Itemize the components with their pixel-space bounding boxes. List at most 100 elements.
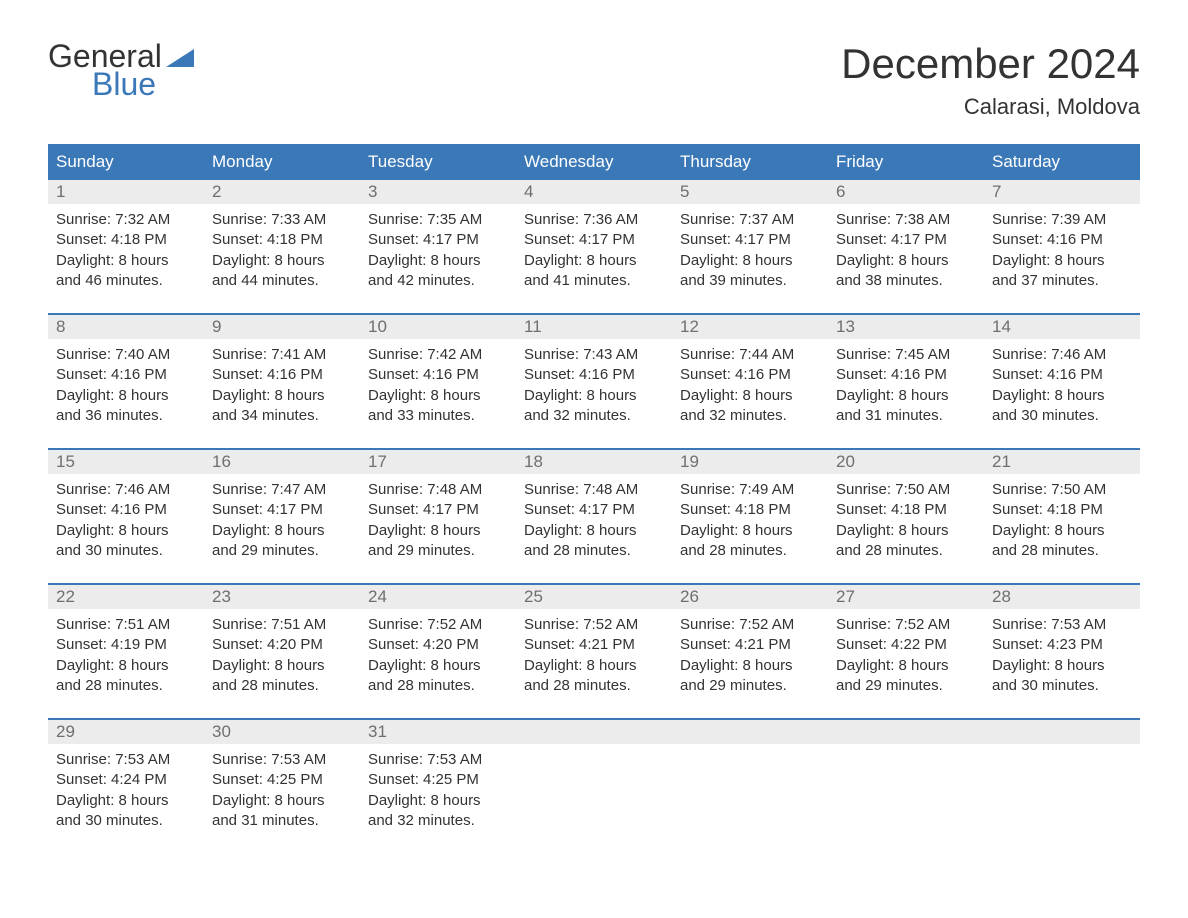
daylight-line1: Daylight: 8 hours bbox=[212, 521, 352, 541]
calendar-day: 25Sunrise: 7:52 AMSunset: 4:21 PMDayligh… bbox=[516, 585, 672, 700]
sunrise-text: Sunrise: 7:46 AM bbox=[992, 345, 1132, 365]
calendar-day: 1Sunrise: 7:32 AMSunset: 4:18 PMDaylight… bbox=[48, 180, 204, 295]
sunrise-text: Sunrise: 7:53 AM bbox=[56, 750, 196, 770]
sunrise-text: Sunrise: 7:52 AM bbox=[680, 615, 820, 635]
day-details: Sunrise: 7:53 AMSunset: 4:24 PMDaylight:… bbox=[48, 744, 204, 835]
day-details: Sunrise: 7:49 AMSunset: 4:18 PMDaylight:… bbox=[672, 474, 828, 565]
daylight-line1: Daylight: 8 hours bbox=[836, 251, 976, 271]
calendar-day: 26Sunrise: 7:52 AMSunset: 4:21 PMDayligh… bbox=[672, 585, 828, 700]
day-number: 24 bbox=[360, 585, 516, 609]
sunrise-text: Sunrise: 7:43 AM bbox=[524, 345, 664, 365]
sunset-text: Sunset: 4:16 PM bbox=[56, 365, 196, 385]
daylight-line2: and 36 minutes. bbox=[56, 406, 196, 426]
sunset-text: Sunset: 4:17 PM bbox=[212, 500, 352, 520]
day-details: Sunrise: 7:52 AMSunset: 4:20 PMDaylight:… bbox=[360, 609, 516, 700]
daylight-line2: and 30 minutes. bbox=[56, 811, 196, 831]
daylight-line1: Daylight: 8 hours bbox=[212, 251, 352, 271]
day-number: 4 bbox=[516, 180, 672, 204]
daylight-line1: Daylight: 8 hours bbox=[836, 521, 976, 541]
daylight-line2: and 28 minutes. bbox=[680, 541, 820, 561]
sunrise-text: Sunrise: 7:49 AM bbox=[680, 480, 820, 500]
sunset-text: Sunset: 4:17 PM bbox=[524, 230, 664, 250]
day-details: Sunrise: 7:43 AMSunset: 4:16 PMDaylight:… bbox=[516, 339, 672, 430]
brand-logo: General Blue bbox=[48, 40, 194, 100]
sunrise-text: Sunrise: 7:50 AM bbox=[836, 480, 976, 500]
day-number: 10 bbox=[360, 315, 516, 339]
daylight-line2: and 42 minutes. bbox=[368, 271, 508, 291]
weekday-label: Tuesday bbox=[360, 146, 516, 178]
day-number: 20 bbox=[828, 450, 984, 474]
day-number: 17 bbox=[360, 450, 516, 474]
calendar-day: 8Sunrise: 7:40 AMSunset: 4:16 PMDaylight… bbox=[48, 315, 204, 430]
day-details: Sunrise: 7:53 AMSunset: 4:23 PMDaylight:… bbox=[984, 609, 1140, 700]
sunset-text: Sunset: 4:17 PM bbox=[368, 230, 508, 250]
day-number: 21 bbox=[984, 450, 1140, 474]
daylight-line2: and 31 minutes. bbox=[836, 406, 976, 426]
calendar-day: 24Sunrise: 7:52 AMSunset: 4:20 PMDayligh… bbox=[360, 585, 516, 700]
daylight-line1: Daylight: 8 hours bbox=[368, 251, 508, 271]
calendar-day: 20Sunrise: 7:50 AMSunset: 4:18 PMDayligh… bbox=[828, 450, 984, 565]
sunrise-text: Sunrise: 7:39 AM bbox=[992, 210, 1132, 230]
sunset-text: Sunset: 4:16 PM bbox=[56, 500, 196, 520]
day-details: Sunrise: 7:46 AMSunset: 4:16 PMDaylight:… bbox=[48, 474, 204, 565]
day-details: Sunrise: 7:50 AMSunset: 4:18 PMDaylight:… bbox=[984, 474, 1140, 565]
calendar-day: 14Sunrise: 7:46 AMSunset: 4:16 PMDayligh… bbox=[984, 315, 1140, 430]
calendar-day: 10Sunrise: 7:42 AMSunset: 4:16 PMDayligh… bbox=[360, 315, 516, 430]
calendar-week: 29Sunrise: 7:53 AMSunset: 4:24 PMDayligh… bbox=[48, 718, 1140, 835]
sunset-text: Sunset: 4:20 PM bbox=[212, 635, 352, 655]
sunset-text: Sunset: 4:18 PM bbox=[680, 500, 820, 520]
calendar-day: 27Sunrise: 7:52 AMSunset: 4:22 PMDayligh… bbox=[828, 585, 984, 700]
sunrise-text: Sunrise: 7:36 AM bbox=[524, 210, 664, 230]
topbar: General Blue December 2024 Calarasi, Mol… bbox=[48, 40, 1140, 120]
calendar-day: 16Sunrise: 7:47 AMSunset: 4:17 PMDayligh… bbox=[204, 450, 360, 565]
day-details: Sunrise: 7:53 AMSunset: 4:25 PMDaylight:… bbox=[204, 744, 360, 835]
day-number: 16 bbox=[204, 450, 360, 474]
calendar-day: 29Sunrise: 7:53 AMSunset: 4:24 PMDayligh… bbox=[48, 720, 204, 835]
sunset-text: Sunset: 4:16 PM bbox=[992, 365, 1132, 385]
calendar-day: 9Sunrise: 7:41 AMSunset: 4:16 PMDaylight… bbox=[204, 315, 360, 430]
day-details: Sunrise: 7:41 AMSunset: 4:16 PMDaylight:… bbox=[204, 339, 360, 430]
calendar-day: 7Sunrise: 7:39 AMSunset: 4:16 PMDaylight… bbox=[984, 180, 1140, 295]
daylight-line1: Daylight: 8 hours bbox=[680, 521, 820, 541]
daylight-line2: and 28 minutes. bbox=[56, 676, 196, 696]
weekday-label: Monday bbox=[204, 146, 360, 178]
daylight-line2: and 44 minutes. bbox=[212, 271, 352, 291]
day-number: 25 bbox=[516, 585, 672, 609]
sunset-text: Sunset: 4:18 PM bbox=[56, 230, 196, 250]
sunset-text: Sunset: 4:20 PM bbox=[368, 635, 508, 655]
day-details: Sunrise: 7:47 AMSunset: 4:17 PMDaylight:… bbox=[204, 474, 360, 565]
daylight-line2: and 28 minutes. bbox=[212, 676, 352, 696]
daylight-line1: Daylight: 8 hours bbox=[56, 521, 196, 541]
day-number: 2 bbox=[204, 180, 360, 204]
calendar-week: 15Sunrise: 7:46 AMSunset: 4:16 PMDayligh… bbox=[48, 448, 1140, 565]
day-details: Sunrise: 7:51 AMSunset: 4:20 PMDaylight:… bbox=[204, 609, 360, 700]
sunset-text: Sunset: 4:24 PM bbox=[56, 770, 196, 790]
weekday-label: Thursday bbox=[672, 146, 828, 178]
daylight-line2: and 29 minutes. bbox=[836, 676, 976, 696]
sunset-text: Sunset: 4:16 PM bbox=[524, 365, 664, 385]
sunset-text: Sunset: 4:18 PM bbox=[992, 500, 1132, 520]
daylight-line1: Daylight: 8 hours bbox=[368, 521, 508, 541]
daylight-line2: and 29 minutes. bbox=[212, 541, 352, 561]
weekday-label: Sunday bbox=[48, 146, 204, 178]
calendar-day: 22Sunrise: 7:51 AMSunset: 4:19 PMDayligh… bbox=[48, 585, 204, 700]
day-number: 11 bbox=[516, 315, 672, 339]
calendar-day: 3Sunrise: 7:35 AMSunset: 4:17 PMDaylight… bbox=[360, 180, 516, 295]
daylight-line1: Daylight: 8 hours bbox=[992, 386, 1132, 406]
daylight-line1: Daylight: 8 hours bbox=[368, 656, 508, 676]
daylight-line2: and 30 minutes. bbox=[56, 541, 196, 561]
calendar-day: 15Sunrise: 7:46 AMSunset: 4:16 PMDayligh… bbox=[48, 450, 204, 565]
sunrise-text: Sunrise: 7:53 AM bbox=[368, 750, 508, 770]
calendar-day: 28Sunrise: 7:53 AMSunset: 4:23 PMDayligh… bbox=[984, 585, 1140, 700]
daylight-line1: Daylight: 8 hours bbox=[212, 791, 352, 811]
day-number: 30 bbox=[204, 720, 360, 744]
daylight-line1: Daylight: 8 hours bbox=[992, 656, 1132, 676]
daylight-line2: and 30 minutes. bbox=[992, 676, 1132, 696]
daylight-line1: Daylight: 8 hours bbox=[56, 656, 196, 676]
daylight-line2: and 31 minutes. bbox=[212, 811, 352, 831]
sunrise-text: Sunrise: 7:48 AM bbox=[524, 480, 664, 500]
day-number: 13 bbox=[828, 315, 984, 339]
sunset-text: Sunset: 4:17 PM bbox=[368, 500, 508, 520]
sunrise-text: Sunrise: 7:53 AM bbox=[992, 615, 1132, 635]
daylight-line1: Daylight: 8 hours bbox=[56, 791, 196, 811]
